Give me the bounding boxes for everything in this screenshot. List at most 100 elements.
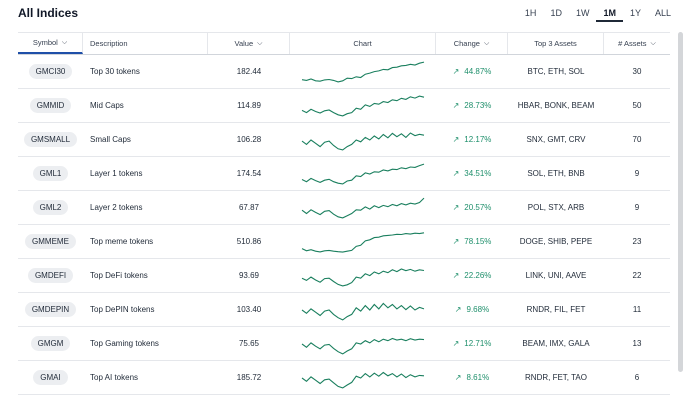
chevron-down-icon: ⌵ xyxy=(61,38,68,46)
assets-count-cell: 50 xyxy=(632,101,642,110)
sparkline-line xyxy=(301,267,425,286)
column-header-assets[interactable]: # Assets ⌵ xyxy=(604,33,670,54)
change-value: 34.51% xyxy=(464,169,492,178)
change-cell: ↗ 12.17% xyxy=(436,123,508,156)
top3-cell: RNDR, FIL, FET xyxy=(526,305,586,314)
trend-up-icon: ↗ xyxy=(452,237,460,246)
description-cell: Top DeFi tokens xyxy=(90,271,148,280)
table-row[interactable]: GMDEFI Top DeFi tokens 93.69 ↗ 22.26% LINK, U… xyxy=(18,259,670,293)
table-row[interactable]: GMCI30 Top 30 tokens 182.44 ↗ 44.87% BTC, ETH… xyxy=(18,55,670,89)
column-header-label: Top 3 Assets xyxy=(534,39,577,48)
range-button-1d[interactable]: 1D xyxy=(550,8,562,18)
symbol-badge[interactable]: GMAI xyxy=(33,370,68,385)
table-row[interactable]: GMMID Mid Caps 114.89 ↗ 28.73% HBAR, BONK, BE… xyxy=(18,89,670,123)
indices-table: Symbol ⌵ Description Value ⌵ Chart Change ⌵… xyxy=(18,32,670,395)
description-cell: Top Gaming tokens xyxy=(90,339,159,348)
change-cell: ↗ 28.73% xyxy=(436,89,508,122)
sparkline-line xyxy=(301,163,425,184)
symbol-badge[interactable]: GMMID xyxy=(29,98,72,113)
change-value: 78.15% xyxy=(464,237,492,246)
symbol-badge[interactable]: GMDEFI xyxy=(27,268,74,283)
symbol-badge[interactable]: GMDEPIN xyxy=(24,302,77,317)
chart-cell xyxy=(290,293,436,326)
assets-count-cell: 30 xyxy=(632,67,642,76)
table-row[interactable]: GMDEPIN Top DePIN tokens 103.40 ↗ 9.68% RNDR,… xyxy=(18,293,670,327)
table-row[interactable]: GML2 Layer 2 tokens 67.87 ↗ 20.57% POL, STX, … xyxy=(18,191,670,225)
value-cell: 106.28 xyxy=(236,135,262,144)
trend-up-icon: ↗ xyxy=(452,339,460,348)
symbol-badge[interactable]: GMCI30 xyxy=(28,64,73,79)
column-header-label: Symbol xyxy=(32,38,58,47)
range-button-1m[interactable]: 1M xyxy=(596,6,623,22)
time-range-selector: 1H 1D 1W 1M 1Y ALL xyxy=(518,6,678,22)
change-value: 20.57% xyxy=(464,203,492,212)
assets-count-cell: 23 xyxy=(632,237,642,246)
change-value: 44.87% xyxy=(464,67,492,76)
assets-count-cell: 11 xyxy=(632,305,642,314)
value-cell: 93.69 xyxy=(238,271,260,280)
change-cell: ↗ 20.57% xyxy=(436,191,508,224)
symbol-cell: GMAI xyxy=(18,361,83,394)
trend-up-icon: ↗ xyxy=(452,271,460,280)
symbol-badge[interactable]: GMMEME xyxy=(25,234,76,249)
table-row[interactable]: GMSMALL Small Caps 106.28 ↗ 12.17% SNX, GMT, … xyxy=(18,123,670,157)
symbol-cell: GMDEPIN xyxy=(18,293,83,326)
symbol-cell: GMMEME xyxy=(18,225,83,258)
top3-cell: RNDR, FET, TAO xyxy=(525,373,587,382)
column-header-change[interactable]: Change ⌵ xyxy=(436,33,508,54)
assets-count-cell: 6 xyxy=(634,373,640,382)
scrollbar-thumb[interactable] xyxy=(678,32,683,372)
range-button-1y[interactable]: 1Y xyxy=(629,8,641,18)
sparkline-chart xyxy=(301,163,425,184)
symbol-badge[interactable]: GML1 xyxy=(32,166,69,181)
column-header-label: Description xyxy=(90,39,128,48)
description-cell: Top meme tokens xyxy=(90,237,154,246)
table-row[interactable]: GMAI Top AI tokens 185.72 ↗ 8.61% RNDR, FET, … xyxy=(18,361,670,395)
value-cell: 103.40 xyxy=(236,305,262,314)
chart-cell xyxy=(290,225,436,258)
description-cell: Mid Caps xyxy=(90,101,124,110)
symbol-badge[interactable]: GMSMALL xyxy=(23,132,78,147)
change-cell: ↗ 44.87% xyxy=(436,55,508,88)
sparkline-chart xyxy=(301,267,425,286)
sparkline-chart xyxy=(301,131,425,150)
column-header-top3: Top 3 Assets xyxy=(508,33,604,54)
page-title: All Indices xyxy=(18,6,79,20)
sparkline-chart xyxy=(301,61,425,82)
table-body: GMCI30 Top 30 tokens 182.44 ↗ 44.87% BTC, ETH… xyxy=(18,55,670,395)
value-cell: 174.54 xyxy=(236,169,262,178)
column-header-symbol[interactable]: Symbol ⌵ xyxy=(18,33,83,54)
sparkline-chart xyxy=(301,197,425,218)
table-row[interactable]: GMMEME Top meme tokens 510.86 ↗ 78.15% DOGE, … xyxy=(18,225,670,259)
table-row[interactable]: GML1 Layer 1 tokens 174.54 ↗ 34.51% SOL, ETH,… xyxy=(18,157,670,191)
sparkline-line xyxy=(301,131,425,150)
range-button-1h[interactable]: 1H xyxy=(524,8,537,18)
sparkline-chart xyxy=(301,337,425,355)
change-cell: ↗ 34.51% xyxy=(436,157,508,190)
assets-count-cell: 70 xyxy=(632,135,642,144)
range-button-1w[interactable]: 1W xyxy=(575,8,590,18)
change-cell: ↗ 22.26% xyxy=(436,259,508,292)
column-header-label: Change xyxy=(453,39,480,48)
chart-cell xyxy=(290,157,436,190)
column-header-label: Chart xyxy=(353,39,372,48)
table-header: Symbol ⌵ Description Value ⌵ Chart Change ⌵… xyxy=(18,33,670,55)
symbol-badge[interactable]: GML2 xyxy=(32,200,69,215)
sparkline-line xyxy=(301,95,425,116)
top3-cell: HBAR, BONK, BEAM xyxy=(517,101,595,110)
table-row[interactable]: GMGM Top Gaming tokens 75.65 ↗ 12.71% BEAM, I… xyxy=(18,327,670,361)
value-cell: 75.65 xyxy=(238,339,260,348)
change-value: 9.68% xyxy=(466,305,490,314)
symbol-badge[interactable]: GMGM xyxy=(30,336,71,351)
sparkline-line xyxy=(301,337,425,355)
chart-cell xyxy=(290,191,436,224)
description-cell: Top AI tokens xyxy=(90,373,139,382)
scrollbar[interactable] xyxy=(678,32,683,392)
top3-cell: POL, STX, ARB xyxy=(527,203,585,212)
value-cell: 510.86 xyxy=(236,237,262,246)
sparkline-line xyxy=(301,371,425,389)
column-header-label: Value xyxy=(234,39,254,48)
top-bar: All Indices 1H 1D 1W 1M 1Y ALL xyxy=(0,0,692,30)
column-header-value[interactable]: Value ⌵ xyxy=(208,33,290,54)
range-button-all[interactable]: ALL xyxy=(654,8,671,18)
